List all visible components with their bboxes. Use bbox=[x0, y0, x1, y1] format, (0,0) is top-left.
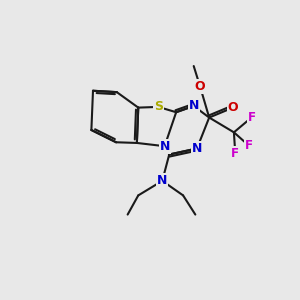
Text: N: N bbox=[159, 140, 170, 153]
Text: N: N bbox=[192, 142, 202, 155]
Text: N: N bbox=[188, 100, 199, 112]
Text: S: S bbox=[154, 100, 163, 113]
Text: F: F bbox=[248, 111, 256, 124]
Text: O: O bbox=[195, 80, 205, 93]
Text: O: O bbox=[228, 101, 238, 114]
Text: F: F bbox=[231, 147, 239, 160]
Text: F: F bbox=[244, 139, 253, 152]
Text: N: N bbox=[157, 174, 167, 187]
